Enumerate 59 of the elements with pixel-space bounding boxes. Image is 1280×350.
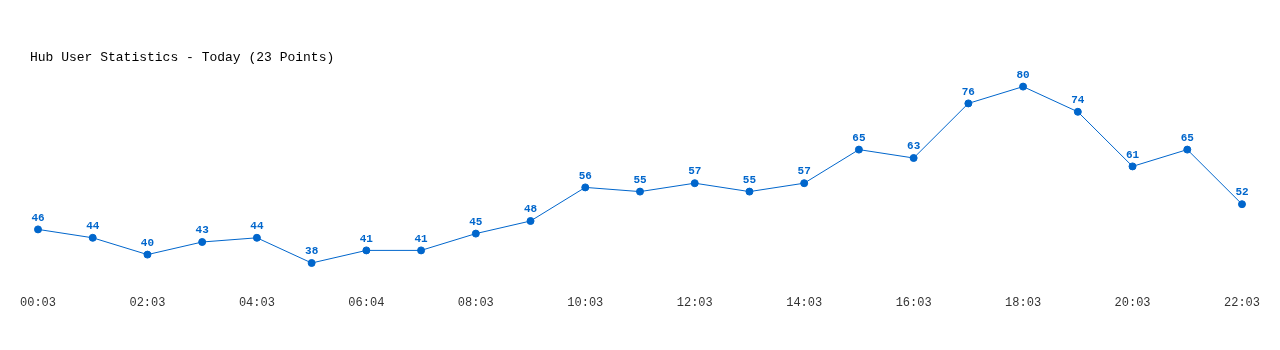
- point: [581, 183, 590, 192]
- data-label: 55: [633, 173, 647, 186]
- data-label: 43: [195, 224, 210, 237]
- x-tick-label: 20:03: [1114, 295, 1151, 310]
- x-tick-label: 14:03: [786, 295, 823, 310]
- point: [1128, 162, 1137, 171]
- x-tick-label: 12:03: [676, 295, 713, 310]
- data-label: 46: [31, 211, 45, 224]
- data-label: 45: [469, 215, 483, 228]
- x-tick-label: 18:03: [1005, 295, 1042, 310]
- point: [198, 238, 207, 246]
- data-label: 61: [1125, 148, 1140, 161]
- point: [1073, 107, 1082, 116]
- data-label: 56: [578, 169, 592, 182]
- point: [964, 99, 973, 108]
- data-label: 41: [359, 232, 374, 245]
- point: [854, 145, 863, 154]
- point: [800, 179, 809, 188]
- data-label: 57: [688, 165, 702, 178]
- point: [909, 154, 918, 162]
- point: [1238, 200, 1246, 209]
- data-label: 80: [1016, 68, 1030, 81]
- point: [526, 217, 535, 225]
- point: [307, 259, 316, 267]
- point: [34, 225, 42, 234]
- data-label: 65: [852, 131, 866, 144]
- data-label: 38: [305, 245, 319, 258]
- x-tick-label: 02:03: [129, 295, 166, 310]
- x-tick-label: 22:03: [1223, 295, 1260, 310]
- data-label: 44: [86, 220, 100, 233]
- point: [362, 246, 371, 255]
- x-tick-label: 06:04: [348, 295, 385, 310]
- data-label: 63: [907, 140, 921, 153]
- data-label: 57: [797, 165, 811, 178]
- point: [745, 187, 754, 196]
- point: [88, 233, 97, 242]
- point: [690, 179, 699, 188]
- x-tick-label: 08:03: [457, 295, 494, 310]
- point: [143, 250, 152, 259]
- data-label: 65: [1180, 131, 1195, 144]
- point: [252, 233, 261, 242]
- point: [1019, 82, 1028, 91]
- data-label: 55: [742, 173, 757, 186]
- data-label: 40: [140, 236, 155, 249]
- x-tick-label: 16:03: [895, 295, 932, 310]
- data-label: 76: [961, 85, 975, 98]
- point: [1183, 145, 1192, 154]
- x-tick-label: 00:03: [20, 295, 57, 310]
- data-label: 41: [414, 232, 429, 245]
- chart-title: Hub User Statistics - Today (23 Points): [30, 50, 335, 66]
- x-tick-label: 10:03: [567, 295, 604, 310]
- data-label: 74: [1071, 94, 1085, 107]
- data-label: 52: [1235, 186, 1249, 199]
- data-label: 48: [523, 203, 538, 216]
- point: [471, 229, 480, 238]
- x-tick-label: 04:03: [238, 295, 275, 310]
- data-label: 44: [250, 220, 264, 233]
- point: [636, 187, 644, 196]
- point: [417, 246, 426, 255]
